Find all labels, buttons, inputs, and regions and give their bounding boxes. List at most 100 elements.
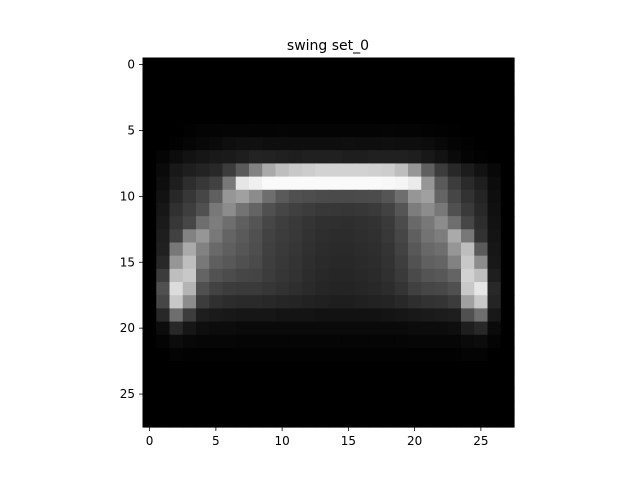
heatmap-cell [182, 413, 197, 428]
heatmap-cell [394, 282, 409, 296]
heatmap-cell [500, 255, 515, 270]
heatmap-cell [341, 110, 356, 125]
heatmap-cell [196, 123, 210, 138]
heatmap-cell [328, 163, 343, 178]
heatmap-cell [341, 255, 356, 270]
heatmap-cell [408, 97, 422, 112]
heatmap-cell [169, 334, 184, 349]
heatmap-cell [408, 58, 422, 72]
heatmap-cell [209, 282, 224, 296]
heatmap-cell [222, 150, 237, 165]
heatmap-cell [421, 321, 436, 336]
heatmap-cell [275, 84, 290, 99]
heatmap-cell [235, 255, 250, 270]
heatmap-cell [447, 308, 462, 323]
heatmap-cell [408, 163, 422, 178]
heatmap-cell [381, 308, 396, 323]
heatmap-cell [368, 413, 383, 428]
heatmap-cell [169, 97, 184, 112]
heatmap-cell [262, 71, 277, 85]
heatmap-cell [487, 361, 502, 375]
heatmap-cell [249, 295, 263, 309]
heatmap-cell [461, 189, 475, 204]
heatmap-cell [487, 71, 502, 85]
heatmap-cell [209, 110, 224, 125]
heatmap-cell [222, 242, 237, 257]
heatmap-cell [262, 242, 277, 257]
heatmap-cell [408, 334, 422, 349]
heatmap-cell [262, 110, 277, 125]
heatmap-cell [196, 84, 210, 99]
heatmap-cell [196, 374, 210, 389]
heatmap-cell [447, 400, 462, 415]
heatmap-cell [487, 268, 502, 283]
heatmap-cell [447, 255, 462, 270]
heatmap-cell [249, 321, 263, 336]
heatmap-cell [328, 216, 343, 230]
heatmap-cell [275, 58, 290, 72]
x-tick-label: 5 [212, 434, 220, 448]
heatmap-cell [421, 110, 436, 125]
heatmap-cell [341, 189, 356, 204]
heatmap-cell [447, 123, 462, 138]
heatmap-cell [474, 308, 489, 323]
heatmap-cell [461, 137, 475, 151]
heatmap-cell [249, 202, 263, 217]
heatmap-cell [222, 189, 237, 204]
heatmap-cell [275, 150, 290, 165]
heatmap-cell [209, 58, 224, 72]
heatmap-cell [355, 97, 369, 112]
heatmap-cell [288, 400, 303, 415]
heatmap-cell [500, 361, 515, 375]
heatmap-cell [394, 110, 409, 125]
heatmap-cell [355, 71, 369, 85]
heatmap-cell [461, 268, 475, 283]
heatmap-cell [288, 413, 303, 428]
heatmap-cell [288, 202, 303, 217]
heatmap-cell [288, 137, 303, 151]
heatmap-cell [500, 400, 515, 415]
heatmap-cell [288, 163, 303, 178]
heatmap-cell [169, 400, 184, 415]
heatmap-cell [328, 400, 343, 415]
heatmap-cell [302, 242, 316, 257]
heatmap-cell [222, 400, 237, 415]
heatmap-cell [302, 216, 316, 230]
heatmap-cell [394, 216, 409, 230]
heatmap-cell [196, 216, 210, 230]
heatmap-cell [315, 189, 330, 204]
heatmap-cell [262, 295, 277, 309]
heatmap-cell [182, 374, 197, 389]
heatmap-cell [222, 255, 237, 270]
heatmap-cell [182, 84, 197, 99]
heatmap-cell [182, 58, 197, 72]
heatmap-cell [368, 334, 383, 349]
heatmap-cell [408, 400, 422, 415]
heatmap-cell [156, 387, 171, 402]
heatmap-cell [368, 176, 383, 191]
heatmap-cell [474, 84, 489, 99]
heatmap-cell [196, 242, 210, 257]
heatmap-cell [143, 71, 157, 85]
heatmap-cell [500, 413, 515, 428]
heatmap-cell [302, 84, 316, 99]
heatmap-cell [182, 229, 197, 244]
heatmap-cell [249, 97, 263, 112]
heatmap-cell [381, 97, 396, 112]
heatmap-cell [394, 71, 409, 85]
heatmap-cell [341, 84, 356, 99]
heatmap-cell [156, 308, 171, 323]
heatmap-cell [355, 150, 369, 165]
heatmap-cell [262, 58, 277, 72]
heatmap-cell [143, 321, 157, 336]
heatmap-cell [421, 189, 436, 204]
heatmap-cell [315, 71, 330, 85]
heatmap-cell [222, 97, 237, 112]
heatmap-cell [235, 413, 250, 428]
heatmap-cell [315, 84, 330, 99]
heatmap-cell [355, 84, 369, 99]
heatmap-cell [328, 374, 343, 389]
heatmap-cell [381, 229, 396, 244]
heatmap-cell [434, 202, 449, 217]
heatmap-cell [500, 163, 515, 178]
